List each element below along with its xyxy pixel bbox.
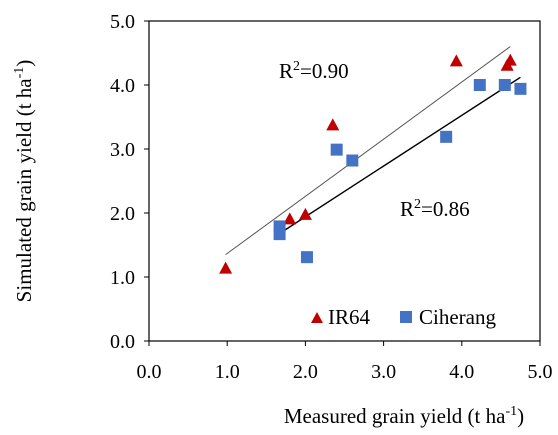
trendline-ciherang — [279, 76, 521, 235]
data-point-ciherang — [473, 79, 486, 91]
y-axis-ticks: 0.0 1.0 2.0 3.0 4.0 5.0 — [110, 11, 149, 353]
x-tick-label: 4.0 — [449, 361, 474, 383]
x-tick-label: 2.0 — [293, 361, 318, 383]
y-tick-label: 0.0 — [110, 331, 135, 353]
x-tick-label: 0.0 — [137, 361, 162, 383]
data-point-ir64 — [326, 118, 340, 131]
data-point-ciherang — [440, 130, 453, 143]
data-points — [219, 53, 527, 274]
legend: IR64 Ciherang — [311, 305, 496, 329]
y-tick-label: 3.0 — [110, 139, 135, 161]
data-point-ir64 — [449, 54, 463, 67]
data-point-ciherang — [300, 251, 313, 264]
data-point-ciherang — [514, 82, 527, 95]
y-tick-label: 5.0 — [110, 11, 135, 33]
x-tick-label: 5.0 — [528, 361, 553, 383]
y-tick-label: 4.0 — [110, 75, 135, 97]
x-axis-title: Measured grain yield (t ha-1) — [284, 404, 524, 428]
y-axis-title: Simulated grain yield (t ha-1) — [12, 60, 36, 303]
trendline-ir64 — [225, 46, 511, 256]
legend-label-ciherang: Ciherang — [419, 305, 496, 329]
data-point-ir64 — [283, 212, 297, 225]
plot-area — [148, 20, 541, 342]
r2-annotation-ciherang: R2=0.86 — [400, 197, 470, 221]
legend-marker-ir64 — [311, 312, 323, 323]
x-tick-label: 3.0 — [371, 361, 396, 383]
x-axis-ticks: 0.0 1.0 2.0 3.0 4.0 5.0 — [137, 341, 553, 383]
data-point-ciherang — [498, 79, 511, 91]
data-point-ir64 — [503, 53, 517, 66]
y-tick-label: 2.0 — [110, 203, 135, 225]
legend-label-ir64: IR64 — [328, 305, 371, 329]
data-point-ir64 — [298, 207, 312, 220]
data-point-ciherang — [330, 143, 343, 156]
data-point-ir64 — [219, 261, 233, 274]
x-tick-label: 1.0 — [215, 361, 240, 383]
legend-marker-ciherang — [400, 311, 412, 323]
data-point-ciherang — [273, 220, 286, 233]
y-tick-label: 1.0 — [110, 267, 135, 289]
r2-annotation-ir64: R2=0.90 — [279, 59, 349, 83]
fit-lines — [225, 46, 521, 256]
data-point-ciherang — [346, 154, 359, 167]
